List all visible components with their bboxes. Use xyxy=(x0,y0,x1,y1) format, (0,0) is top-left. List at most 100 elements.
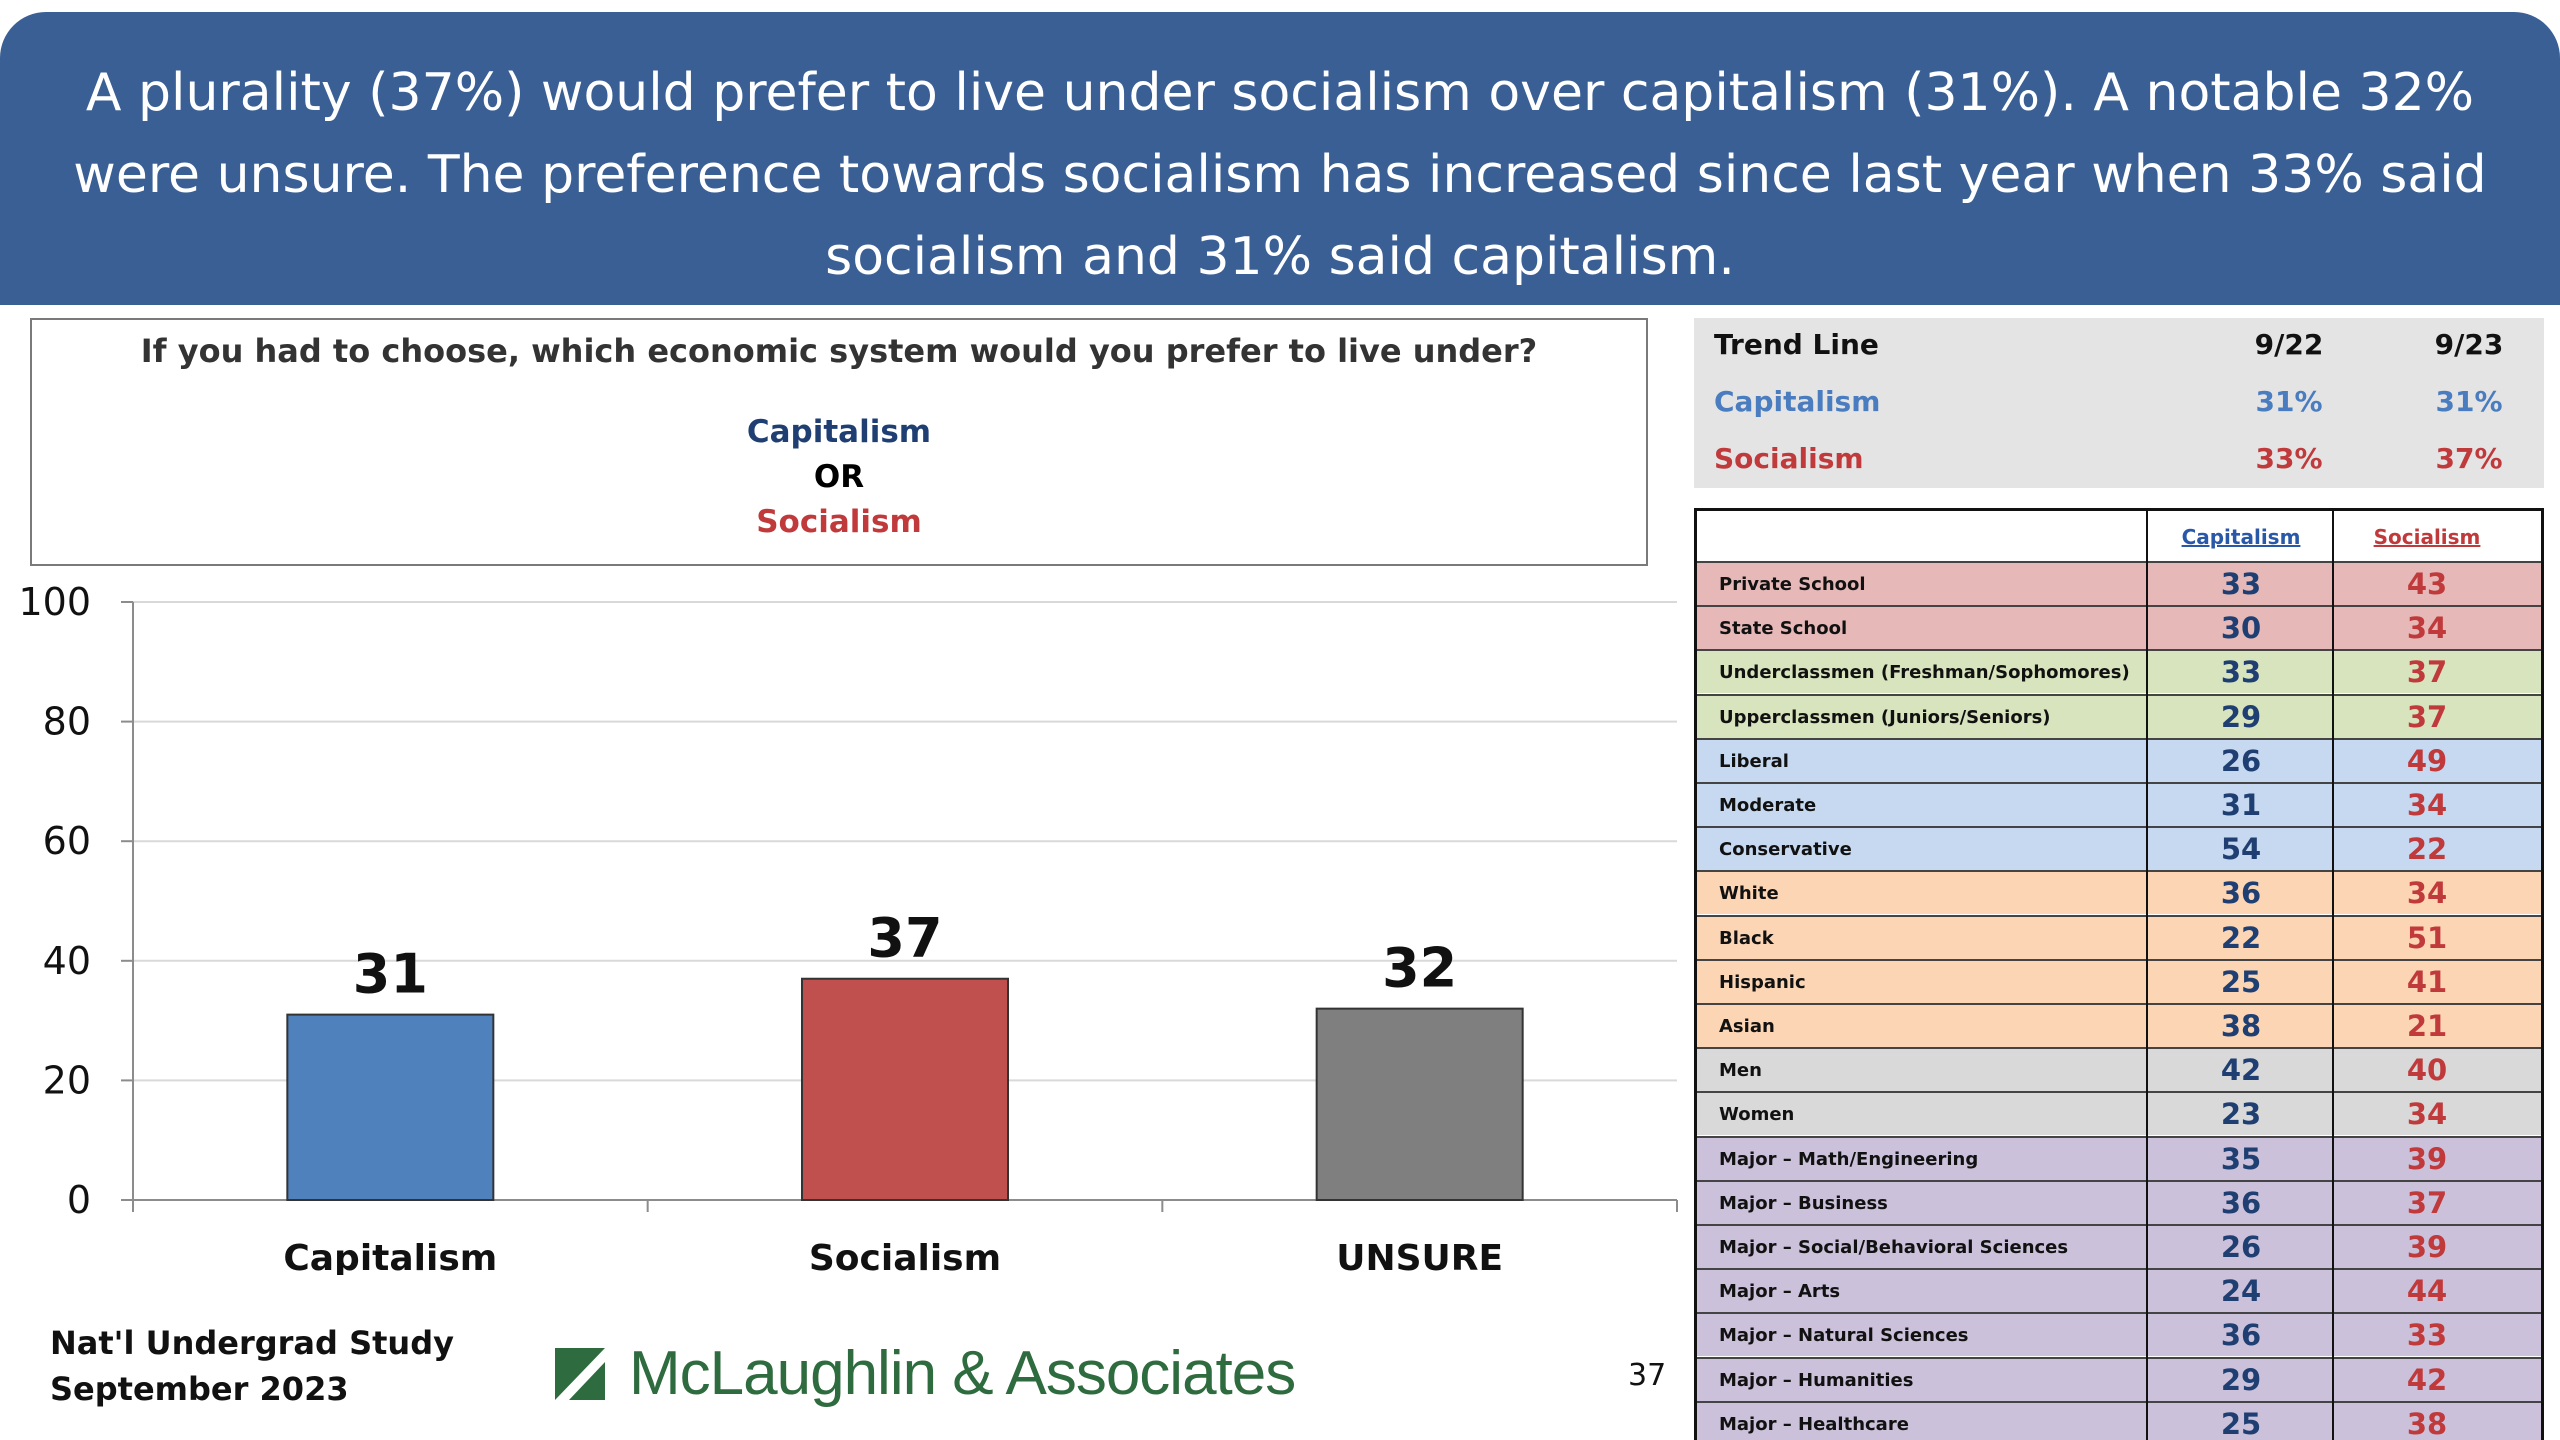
capitalism-value: 31 xyxy=(2220,788,2262,822)
capitalism-value: 22 xyxy=(2220,920,2262,955)
y-tick-label: 60 xyxy=(43,819,91,863)
demographic-label: Underclassmen (Freshman/Sophomores) xyxy=(1719,662,2130,684)
socialism-value: 38 xyxy=(2406,1406,2448,1440)
x-tick-label: Capitalism xyxy=(283,1238,497,1275)
question-text: If you had to choose, which economic sys… xyxy=(140,332,1538,370)
socialism-value: 33 xyxy=(2406,1318,2448,1353)
demographic-row: Asian 38 21 xyxy=(1697,1003,2541,1047)
y-tick-label: 80 xyxy=(43,700,91,744)
logo-mark-icon xyxy=(555,1347,605,1400)
demographic-row: Hispanic 25 41 xyxy=(1697,958,2541,1003)
demographic-label: Black xyxy=(1719,927,1774,949)
y-tick-label: 40 xyxy=(43,939,91,983)
trend-col-1: 9/22 xyxy=(2254,328,2324,361)
trend-table: Trend Line 9/22 9/23 Capitalism 31% 31% … xyxy=(1694,318,2544,488)
demographic-label: Major – Humanities xyxy=(1719,1369,1914,1391)
demographic-row: Conservative 54 22 xyxy=(1697,826,2541,871)
demographic-label: Major – Business xyxy=(1719,1192,1888,1214)
bar-value-label: 32 xyxy=(1382,937,1457,1000)
x-tick-label: UNSURE xyxy=(1336,1238,1503,1275)
capitalism-value: 24 xyxy=(2220,1274,2262,1309)
y-tick-label: 100 xyxy=(18,580,91,624)
demographic-row: Upperclassmen (Juniors/Seniors) 29 37 xyxy=(1697,693,2541,738)
capitalism-value: 36 xyxy=(2220,1185,2262,1220)
demographic-label: Moderate xyxy=(1719,795,1817,816)
option-capitalism: Capitalism xyxy=(746,414,932,450)
socialism-value: 34 xyxy=(2406,788,2448,822)
demographic-row: Black 22 51 xyxy=(1697,914,2541,959)
column-divider xyxy=(2146,511,2148,1440)
socialism-value: 49 xyxy=(2406,743,2448,778)
demographic-label: Major – Social/Behavioral Sciences xyxy=(1719,1237,2069,1258)
bar-chart: 0 20 40 60 80 100 31 Capitalism 37 Socialism 32 UNS… xyxy=(18,580,1678,1275)
demographic-label: Conservative xyxy=(1719,839,1852,861)
capitalism-value: 25 xyxy=(2220,1406,2262,1440)
socialism-value: 41 xyxy=(2406,964,2448,999)
col-header-capitalism: Capitalism xyxy=(2181,525,2301,549)
demographic-row: Men 42 40 xyxy=(1697,1047,2541,1092)
demographic-row: Major – Arts 24 44 xyxy=(1697,1268,2541,1313)
option-or: OR xyxy=(813,459,865,495)
trend-title: Trend Line xyxy=(1714,328,1879,361)
socialism-value: 51 xyxy=(2406,920,2448,955)
trend-row-value: 37% xyxy=(2435,442,2503,475)
demographic-label: Major – Healthcare xyxy=(1719,1413,1909,1435)
demographic-label: Major – Arts xyxy=(1719,1281,1841,1303)
capitalism-value: 33 xyxy=(2220,567,2262,601)
demographic-label: Major – Math/Engineering xyxy=(1719,1148,1979,1170)
bar-value-label: 37 xyxy=(867,907,942,970)
socialism-value: 37 xyxy=(2406,699,2448,734)
column-divider xyxy=(2332,511,2334,1440)
socialism-value: 21 xyxy=(2406,1009,2448,1043)
demographic-label: Hispanic xyxy=(1719,971,1806,993)
demographic-label: State School xyxy=(1719,618,1848,640)
capitalism-value: 42 xyxy=(2220,1053,2262,1088)
y-tick-label: 20 xyxy=(43,1058,91,1102)
trend-row-capitalism: Capitalism 31% 31% xyxy=(1694,375,2544,431)
socialism-value: 34 xyxy=(2406,611,2448,646)
trend-row-label: Capitalism xyxy=(1714,385,1881,418)
capitalism-value: 35 xyxy=(2220,1141,2262,1176)
capitalism-value: 29 xyxy=(2220,1362,2262,1397)
demographic-row: Major – Social/Behavioral Sciences 26 39 xyxy=(1697,1224,2541,1268)
socialism-value: 40 xyxy=(2406,1053,2448,1088)
socialism-value: 37 xyxy=(2406,655,2448,690)
trend-col-2: 9/23 xyxy=(2434,328,2504,361)
demographic-label: Major – Natural Sciences xyxy=(1719,1325,1969,1347)
demographics-table: Capitalism Socialism Private School 33 43 S… xyxy=(1694,508,2544,1440)
capitalism-value: 29 xyxy=(2220,699,2262,734)
demographic-label: White xyxy=(1719,883,1779,905)
demographic-label: Private School xyxy=(1719,574,1866,595)
capitalism-value: 30 xyxy=(2220,611,2262,646)
demographic-row: Moderate 31 34 xyxy=(1697,782,2541,826)
capitalism-value: 54 xyxy=(2220,832,2262,867)
demographic-label: Women xyxy=(1719,1104,1795,1126)
socialism-value: 39 xyxy=(2406,1141,2448,1176)
col-header-socialism: Socialism xyxy=(2373,525,2481,549)
trend-row-value: 33% xyxy=(2255,442,2323,475)
trend-row-socialism: Socialism 33% 37% xyxy=(1694,432,2544,488)
socialism-value: 37 xyxy=(2406,1185,2448,1220)
capitalism-value: 23 xyxy=(2220,1097,2262,1132)
bar xyxy=(801,977,1009,1201)
y-tick-label: 0 xyxy=(67,1178,91,1222)
bar xyxy=(1315,1007,1524,1202)
socialism-value: 22 xyxy=(2406,832,2448,867)
company-logo: McLaughlin & Associates xyxy=(555,1338,1296,1409)
socialism-value: 39 xyxy=(2406,1230,2448,1264)
capitalism-value: 26 xyxy=(2220,1230,2262,1264)
demographic-row: Women 23 34 xyxy=(1697,1091,2541,1136)
logo-text: McLaughlin & Associates xyxy=(629,1339,1296,1408)
demographic-row: State School 30 34 xyxy=(1697,605,2541,650)
demographic-row: White 36 34 xyxy=(1697,870,2541,915)
demographic-row: Underclassmen (Freshman/Sophomores) 33 37 xyxy=(1697,649,2541,694)
capitalism-value: 36 xyxy=(2220,876,2262,911)
socialism-value: 44 xyxy=(2406,1274,2448,1309)
capitalism-value: 38 xyxy=(2220,1009,2262,1043)
demographic-label: Men xyxy=(1719,1060,1762,1082)
socialism-value: 34 xyxy=(2406,1097,2448,1132)
x-tick-label: Socialism xyxy=(809,1238,1001,1275)
study-line-2: September 2023 xyxy=(50,1370,349,1408)
demographic-row: Major – Math/Engineering 35 39 xyxy=(1697,1135,2541,1180)
bar-value-label: 31 xyxy=(353,943,428,1006)
